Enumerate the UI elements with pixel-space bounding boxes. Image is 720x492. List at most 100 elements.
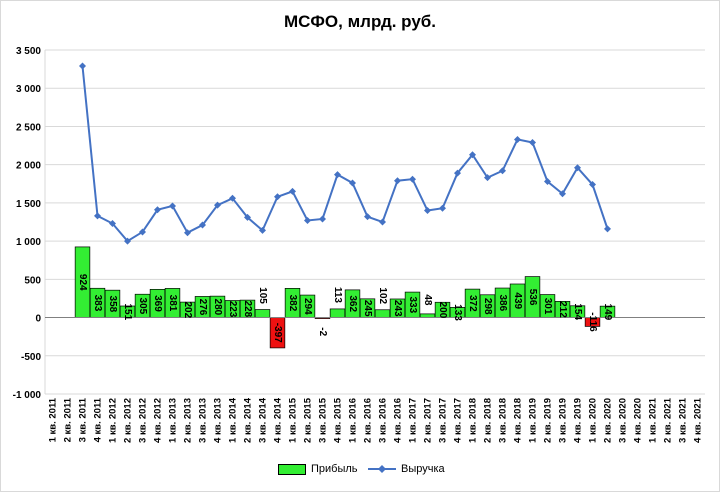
bar-data-label: 102 — [377, 287, 388, 304]
point-revenue — [319, 215, 326, 223]
line-revenue — [81, 65, 609, 243]
point-revenue — [214, 201, 221, 209]
point-revenue — [529, 138, 536, 146]
x-tick-label: 1 кв. 2021 — [648, 397, 659, 443]
y-tick-label: 1 500 — [16, 199, 41, 210]
bar-data-label: 439 — [512, 292, 523, 309]
x-tick-label: 2 кв. 2015 — [303, 397, 314, 443]
bar-data-label: 301 — [542, 298, 553, 315]
point-revenue — [544, 177, 551, 185]
x-tick-label: 1 кв. 2014 — [228, 397, 239, 443]
bar-data-label: -2 — [317, 327, 328, 336]
y-tick-label: -1 000 — [13, 390, 42, 401]
bar-data-label: 298 — [482, 298, 493, 315]
y-tick-label: 500 — [24, 275, 41, 286]
legend-item-profit: Прибыль — [278, 463, 358, 475]
x-tick-label: 2 кв. 2014 — [243, 397, 254, 443]
x-tick-label: 2 кв. 2019 — [543, 398, 554, 443]
x-tick-label: 4 кв. 2020 — [633, 398, 644, 443]
point-revenue — [364, 213, 371, 221]
x-tick-label: 2 кв. 2018 — [483, 398, 494, 443]
point-revenue — [454, 169, 461, 177]
point-revenue — [79, 62, 86, 70]
x-tick-label: 2 кв. 2016 — [363, 398, 374, 443]
x-tick-label: 1 кв. 2011 — [48, 397, 59, 442]
x-tick-label: 1 кв. 2019 — [528, 398, 539, 443]
x-tick-label: 3 кв. 2011 — [78, 397, 89, 442]
x-tick-label: 1 кв. 2018 — [468, 398, 479, 443]
point-revenue — [274, 193, 281, 201]
x-tick-label: 3 кв. 2019 — [558, 398, 569, 443]
x-tick-label: 3 кв. 2016 — [378, 398, 389, 443]
bar-data-label: 276 — [197, 299, 208, 316]
y-tick-label: 2 000 — [16, 161, 41, 172]
point-revenue — [379, 218, 386, 226]
bar-data-label: 133 — [452, 304, 463, 321]
y-tick-label: 0 — [35, 314, 41, 325]
x-tick-label: 3 кв. 2015 — [318, 397, 329, 443]
bar-profit — [374, 309, 391, 318]
bar-data-label: 105 — [257, 287, 268, 304]
point-revenue — [334, 171, 341, 179]
y-tick-label: 1 000 — [16, 237, 41, 248]
legend-swatch-revenue — [368, 465, 396, 473]
x-tick-label: 3 кв. 2020 — [618, 398, 629, 443]
legend-label-revenue: Выручка — [401, 463, 445, 475]
x-tick-label: 3 кв. 2013 — [198, 398, 209, 443]
x-tick-label: 3 кв. 2017 — [438, 398, 449, 443]
x-tick-label: 2 кв. 2013 — [183, 398, 194, 443]
y-tick-label: -500 — [21, 352, 41, 363]
legend-item-revenue: Выручка — [368, 463, 445, 475]
bar-data-label: -116 — [587, 312, 598, 332]
x-tick-label: 4 кв. 2017 — [453, 398, 464, 443]
bar-data-label: 358 — [107, 296, 118, 313]
point-revenue — [124, 237, 131, 245]
bar-profit — [419, 313, 436, 318]
y-tick-label: 3 000 — [16, 84, 41, 95]
point-revenue — [484, 174, 491, 182]
point-revenue — [604, 225, 611, 233]
y-tick-label: 2 500 — [16, 122, 41, 133]
x-tick-label: 3 кв. 2021 — [678, 397, 689, 443]
x-tick-label: 4 кв. 2012 — [153, 398, 164, 443]
bar-data-label: 924 — [77, 274, 88, 291]
point-revenue — [169, 202, 176, 210]
bar-data-label: -397 — [272, 323, 283, 343]
bar-data-label: 294 — [302, 298, 313, 315]
bar-data-label: 212 — [557, 301, 568, 318]
point-revenue — [154, 206, 161, 214]
point-revenue — [244, 213, 251, 221]
x-tick-label: 4 кв. 2016 — [393, 398, 404, 443]
bar-data-label: 369 — [152, 295, 163, 312]
x-tick-label: 4 кв. 2013 — [213, 398, 224, 443]
bar-data-label: 383 — [92, 295, 103, 312]
bar-data-label: 382 — [287, 295, 298, 312]
x-tick-label: 1 кв. 2020 — [588, 398, 599, 443]
point-revenue — [559, 190, 566, 198]
bar-data-label: 362 — [347, 295, 358, 312]
point-revenue — [139, 228, 146, 236]
x-tick-label: 4 кв. 2019 — [573, 398, 584, 443]
point-revenue — [499, 167, 506, 175]
bar-data-label: 228 — [242, 300, 253, 317]
point-revenue — [589, 181, 596, 189]
point-revenue — [574, 164, 581, 172]
bar-data-label: 154 — [572, 303, 583, 320]
bar-data-label: 305 — [137, 298, 148, 315]
bar-data-label: 151 — [122, 303, 133, 320]
point-revenue — [469, 151, 476, 159]
x-tick-label: 4 кв. 2021 — [693, 397, 704, 443]
chart-title: МСФО, млрд. руб. — [283, 12, 437, 31]
bar-data-label: 372 — [467, 295, 478, 312]
x-tick-label: 3 кв. 2018 — [498, 398, 509, 443]
x-tick-label: 3 кв. 2012 — [138, 398, 149, 443]
bar-data-label: 243 — [392, 300, 403, 317]
x-tick-label: 4 кв. 2018 — [513, 398, 524, 443]
point-revenue — [514, 135, 521, 143]
x-tick-label: 2 кв. 2021 — [663, 397, 674, 443]
x-tick-label: 1 кв. 2016 — [348, 398, 359, 443]
x-tick-label: 1 кв. 2015 — [288, 397, 299, 443]
point-revenue — [424, 207, 431, 215]
bar-data-label: 200 — [437, 302, 448, 319]
